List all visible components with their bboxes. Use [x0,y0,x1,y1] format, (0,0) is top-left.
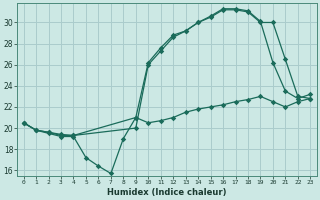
X-axis label: Humidex (Indice chaleur): Humidex (Indice chaleur) [107,188,227,197]
